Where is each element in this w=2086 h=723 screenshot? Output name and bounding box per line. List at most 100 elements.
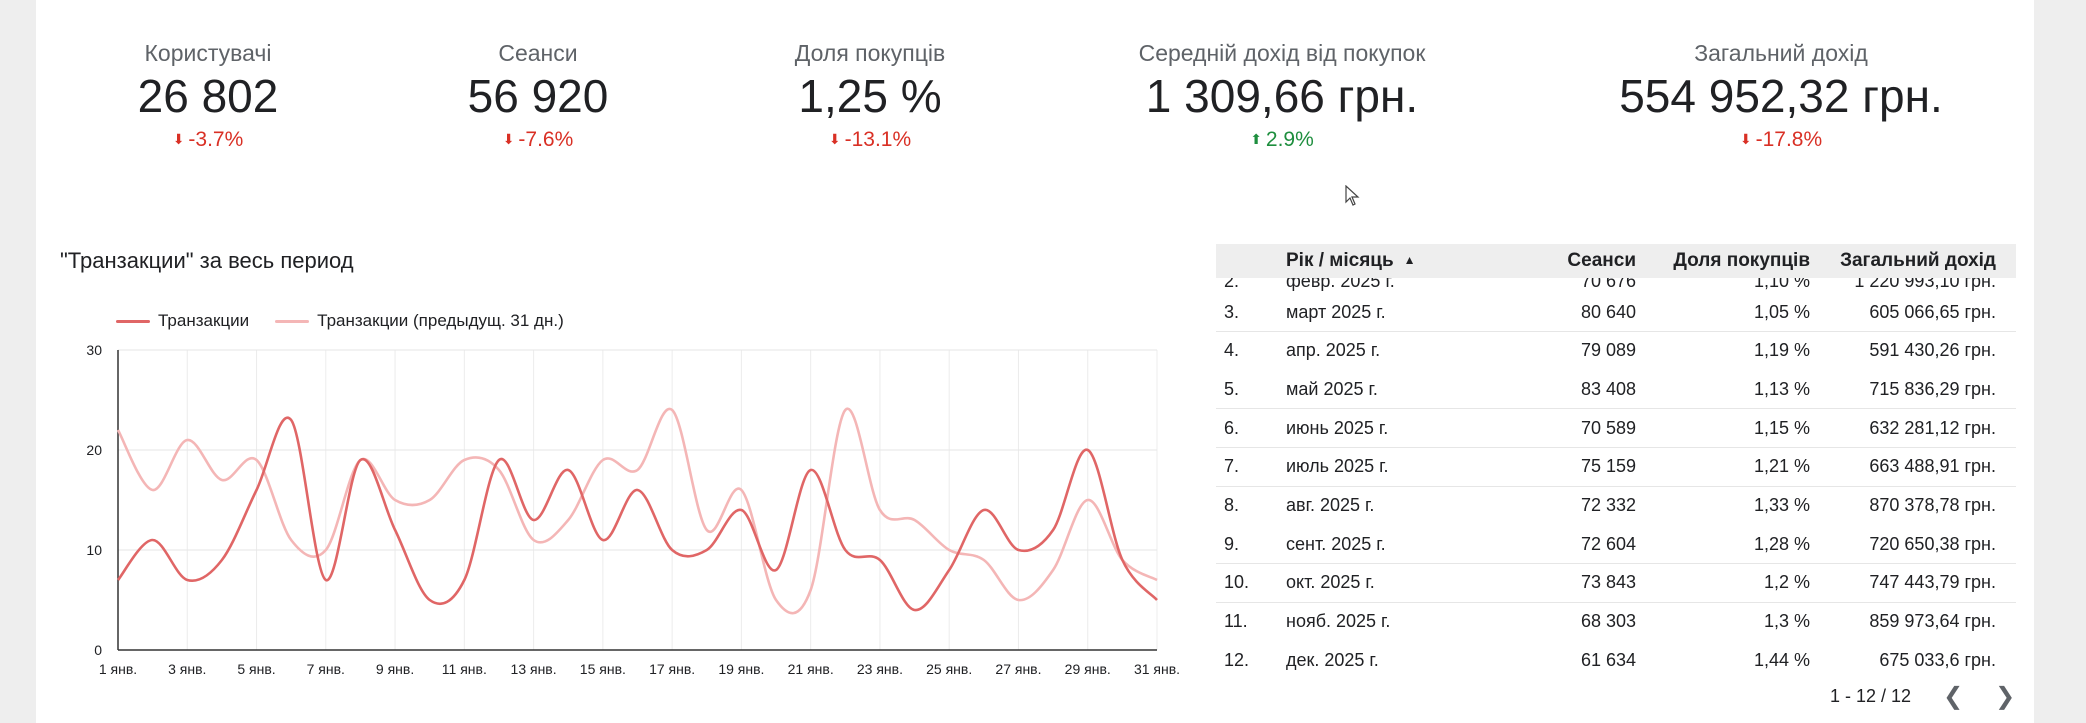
legend-item-previous[interactable]: Транзакции (предыдущ. 31 дн.) [275, 311, 564, 331]
scorecard-value: 554 952,32 грн. [1619, 70, 1943, 122]
cell-revenue: 747 443,79 грн. [1869, 572, 1996, 593]
x-tick-label: 23 янв. [857, 661, 903, 677]
x-tick-label: 27 янв. [995, 661, 1041, 677]
series-line-current [116, 416, 1158, 612]
cell-num: 9. [1224, 533, 1240, 554]
cell-num: 6. [1224, 417, 1240, 438]
table-row[interactable]: 10. окт. 2025 г. 73 843 1,2 % 747 443,79 грн… [1216, 563, 2016, 603]
cell-sessions: 83 408 [1580, 378, 1636, 399]
table-row[interactable]: 8. авг. 2025 г. 72 332 1,33 % 870 378,78 грн… [1216, 486, 2016, 526]
cell-sessions: 75 159 [1580, 456, 1636, 477]
cell-num: 4. [1224, 340, 1240, 361]
sort-ascending-icon[interactable]: ▲ [1403, 253, 1416, 267]
x-tick-label: 29 янв. [1065, 661, 1111, 677]
cell-sessions: 73 843 [1580, 572, 1636, 593]
x-tick-label: 21 янв. [788, 661, 834, 677]
cell-share: 1,28 % [1753, 533, 1810, 554]
cell-month: авг. 2025 г. [1286, 495, 1375, 515]
scorecard-total-revenue[interactable]: Загальний дохід 554 952,32 грн. ⬇ -17.8% [1619, 36, 1943, 155]
chevron-left-icon[interactable]: ❮ [1943, 683, 1964, 710]
cell-revenue: 715 836,29 грн. [1869, 378, 1996, 399]
cell-share: 1,15 % [1753, 417, 1810, 438]
y-tick-label: 0 [94, 642, 102, 658]
y-tick-label: 20 [86, 442, 102, 458]
table-row[interactable]: 9. сент. 2025 г. 72 604 1,28 % 720 650,38 гр… [1216, 525, 2016, 565]
cell-sessions: 72 604 [1580, 533, 1636, 554]
y-tick-label: 10 [86, 542, 102, 558]
cell-share: 1,44 % [1753, 649, 1810, 670]
pagination-label: 1 - 12 / 12 [1830, 686, 1912, 706]
header-share[interactable]: Доля покупців [1673, 250, 1810, 271]
x-tick-label: 3 янв. [168, 661, 206, 677]
scorecard-delta: ⬇ -7.6% [468, 124, 609, 155]
cell-sessions: 70 589 [1580, 417, 1636, 438]
legend-item-current[interactable]: Транзакции [116, 311, 249, 331]
table-row[interactable]: 4. апр. 2025 г. 79 089 1,19 % 591 430,26 грн… [1216, 331, 2016, 371]
cell-revenue: 859 973,64 грн. [1869, 611, 1996, 632]
line-chart[interactable]: 0 10 20 30 1 янв. 3 янв. 5 янв. 7 янв. 9 янв. 11 … [60, 336, 1190, 686]
arrow-down-icon: ⬇ [502, 131, 515, 147]
table-row[interactable]: 12. дек. 2025 г. 61 634 1,44 % 675 033,6 грн… [1216, 641, 2016, 678]
x-tick-label: 5 янв. [237, 661, 275, 677]
cell-month: окт. 2025 г. [1286, 572, 1375, 593]
scorecard-label: Загальний дохід [1694, 40, 1868, 66]
monthly-table: 2. февр. 2025 г. 70 676 1,10 % 1 220 993… [1216, 244, 2016, 678]
scorecard-label: Доля покупців [794, 40, 946, 66]
cell-revenue: 675 033,6 грн. [1879, 649, 1996, 670]
arrow-down-icon: ⬇ [828, 131, 841, 147]
scorecard-delta: ⬇ -3.7% [138, 124, 279, 155]
legend-label: Транзакции (предыдущ. 31 дн.) [317, 311, 564, 330]
table-row[interactable]: 11. нояб. 2025 г. 68 303 1,3 % 859 973,64 гр… [1216, 602, 2016, 642]
header-month-label: Рік / місяць [1286, 250, 1394, 271]
x-tick-label: 17 янв. [649, 661, 695, 677]
table-row[interactable]: 5. май 2025 г. 83 408 1,13 % 715 836,29 грн. [1216, 370, 2016, 410]
cell-num: 12. [1224, 649, 1250, 670]
header-month[interactable]: Рік / місяць ▲ [1280, 250, 1510, 272]
cell-share: 1,21 % [1753, 456, 1810, 477]
cell-month: март 2025 г. [1286, 301, 1386, 322]
cell-month: июнь 2025 г. [1286, 417, 1389, 438]
series-line-previous [116, 407, 1158, 615]
scorecard-avg-purchase-revenue[interactable]: Середній дохід від покупок 1 309,66 грн.… [1139, 36, 1426, 155]
y-tick-label: 30 [86, 342, 102, 358]
x-tick-label: 7 янв. [307, 661, 345, 677]
cell-num: 8. [1224, 495, 1240, 515]
header-sessions[interactable]: Сеанси [1567, 250, 1636, 271]
cell-sessions: 68 303 [1580, 611, 1636, 632]
scorecard-value: 56 920 [467, 70, 609, 122]
cell-revenue: 720 650,38 грн. [1869, 533, 1996, 554]
x-tick-label: 15 янв. [580, 661, 626, 677]
scorecard-delta: ⬆ 2.9% [1139, 124, 1426, 155]
cell-num: 10. [1224, 572, 1250, 593]
scorecard-delta: ⬇ -17.8% [1619, 124, 1943, 155]
legend-label: Транзакции [158, 311, 250, 330]
chevron-right-icon[interactable]: ❯ [1995, 683, 2016, 710]
delta-text: -3.7% [188, 128, 244, 151]
scorecard-label: Середній дохід від покупок [1138, 40, 1426, 66]
header-revenue[interactable]: Загальний дохід [1840, 250, 1996, 271]
scorecard-users[interactable]: Користувачі 26 802 ⬇ -3.7% [138, 36, 279, 155]
cell-share: 1,2 % [1763, 572, 1810, 593]
scorecard-value: 1,25 % [798, 70, 942, 122]
cell-share: 1,13 % [1753, 378, 1810, 399]
cell-revenue: 870 378,78 грн. [1869, 495, 1996, 515]
x-tick-label: 31 янв. [1134, 661, 1180, 677]
table-row[interactable]: 3. март 2025 г. 80 640 1,05 % 605 066,65 грн… [1216, 293, 2016, 332]
delta-text: 2.9% [1265, 128, 1314, 151]
cell-share: 1,19 % [1753, 340, 1810, 361]
cell-share: 1,3 % [1763, 611, 1810, 632]
x-tick-label: 11 янв. [442, 661, 487, 677]
scorecard-buyer-share[interactable]: Доля покупців 1,25 % ⬇ -13.1% [795, 36, 945, 155]
scorecard-sessions[interactable]: Сеанси 56 920 ⬇ -7.6% [468, 36, 609, 155]
table-row[interactable]: 7. июль 2025 г. 75 159 1,21 % 663 488,91 грн… [1216, 447, 2016, 487]
arrow-down-icon: ⬇ [1739, 131, 1752, 147]
mouse-pointer-icon [1345, 185, 1360, 206]
scorecard-label: Користувачі [144, 40, 272, 66]
cell-revenue: 663 488,91 грн. [1869, 456, 1996, 477]
cell-share: 1,05 % [1753, 301, 1810, 322]
table-row[interactable]: 6. июнь 2025 г. 70 589 1,15 % 632 281,12 грн… [1216, 409, 2016, 449]
scorecard-label: Сеанси [498, 40, 578, 66]
scorecard-delta: ⬇ -13.1% [795, 124, 945, 155]
cell-month: нояб. 2025 г. [1286, 611, 1391, 632]
delta-text: -17.8% [1755, 128, 1823, 151]
